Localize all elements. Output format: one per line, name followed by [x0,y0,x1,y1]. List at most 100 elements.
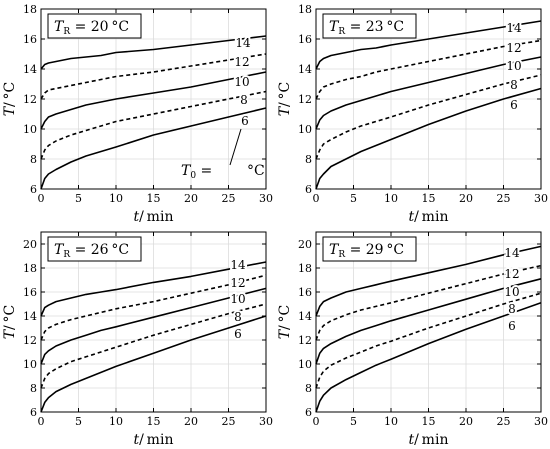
series-line-8 [315,74,542,160]
series-label-12: 12 [234,55,249,69]
y-tick-label: 14 [23,63,37,76]
x-tick-label: 5 [350,192,357,205]
series-label-14: 14 [235,36,251,50]
series-line-12 [315,264,542,341]
x-tick-label: 20 [459,192,473,205]
y-tick-label: 16 [298,286,312,299]
x-tick-label: 10 [109,415,123,428]
x-tick-label: 25 [497,192,511,205]
y-tick-label: 20 [23,238,37,251]
panel-title: TR = 23 °C [329,19,404,37]
y-tick-label: 12 [23,334,37,347]
x-tick-label: 25 [222,192,236,205]
y-tick-label: 16 [23,33,37,46]
series-label-14: 14 [230,258,246,272]
series-line-10 [315,278,542,365]
series-label-10: 10 [234,75,249,89]
y-tick-label: 16 [298,33,312,46]
series-line-6 [315,302,542,413]
y-tick-label: 18 [298,262,312,275]
series-label-14: 14 [506,21,522,35]
x-tick-label: 25 [222,415,236,428]
y-tick-label: 18 [23,262,37,275]
y-tick-label: 14 [298,310,312,323]
x-tick-label: 10 [109,192,123,205]
series-line-10 [40,71,267,130]
series-line-10 [315,56,542,130]
panel-2: 6 8 10 12 14 0 5 10 15 20 25 30 6 8 10 12 14 16 18 t/ min T/… [277,3,548,225]
panel-title: TR = 26 °C [54,242,129,260]
series-line-6 [315,87,542,190]
x-tick-label: 20 [459,415,473,428]
series-line-10 [40,287,267,365]
series-line-14 [315,245,542,317]
panel-3: 6 8 10 12 14 0 5 10 15 20 25 30 6 8 10 12 14 16 18 20 t/ min… [2,231,273,448]
y-axis-label: T/ °C [2,82,18,117]
x-tick-label: 5 [350,415,357,428]
series-line-6 [40,107,267,190]
series-line-14 [315,20,542,70]
series-label-8: 8 [240,93,248,107]
series-line-8 [40,90,267,160]
x-tick-label: 10 [384,415,398,428]
y-axis-label: T/ °C [277,305,293,340]
annotation-t0: T0 = [181,163,212,181]
x-tick-label: 15 [147,192,161,205]
y-tick-label: 8 [30,153,37,166]
y-tick-label: 20 [298,238,312,251]
y-tick-label: 12 [298,334,312,347]
series-label-6: 6 [510,98,518,112]
series-label-10: 10 [506,59,521,73]
y-tick-label: 14 [23,310,37,323]
y-tick-label: 12 [298,93,312,106]
x-tick-label: 20 [184,415,198,428]
annotation-unit: °C [247,163,265,179]
y-axis-label: T/ °C [277,82,293,117]
y-tick-label: 8 [305,382,312,395]
series-label-6: 6 [234,327,242,341]
series-group [315,245,542,413]
y-tick-label: 10 [298,358,312,371]
x-tick-label: 25 [497,415,511,428]
series-line-14 [40,35,267,70]
series-group [40,261,267,413]
series-group [40,35,267,190]
x-tick-label: 0 [38,415,45,428]
series-label-8: 8 [508,302,516,316]
y-tick-label: 18 [23,3,37,16]
series-label-14: 14 [504,246,520,260]
grid [41,232,266,412]
series-group [315,20,542,190]
series-label-8: 8 [234,310,242,324]
title-box [322,236,417,262]
y-tick-label: 6 [30,406,37,419]
series-line-6 [40,315,267,413]
y-tick-label: 10 [23,123,37,136]
x-axis-label: t/ min [409,432,449,448]
y-tick-label: 10 [23,358,37,371]
y-tick-label: 8 [305,153,312,166]
x-axis-label: t/ min [134,432,174,448]
x-tick-label: 0 [313,192,320,205]
x-tick-label: 20 [184,192,198,205]
x-tick-label: 5 [75,192,82,205]
series-label-10: 10 [230,292,245,306]
series-label-6: 6 [241,114,249,128]
series-label-6: 6 [508,319,516,333]
x-tick-label: 30 [534,415,548,428]
x-tick-label: 5 [75,415,82,428]
panel-1: 6 8 10 12 14 0 5 10 15 20 25 30 6 8 10 12 14 16 18 t/ min T/… [2,3,273,225]
annotation-pointer [229,128,242,166]
x-tick-label: 15 [422,192,436,205]
y-tick-label: 16 [23,286,37,299]
x-tick-label: 30 [259,192,273,205]
series-label-12: 12 [230,276,245,290]
x-axis-label: t/ min [409,209,449,225]
x-tick-label: 30 [534,192,548,205]
x-tick-label: 15 [147,415,161,428]
series-line-8 [315,292,542,389]
series-line-14 [40,261,267,317]
x-tick-label: 0 [38,192,45,205]
y-tick-label: 8 [30,382,37,395]
